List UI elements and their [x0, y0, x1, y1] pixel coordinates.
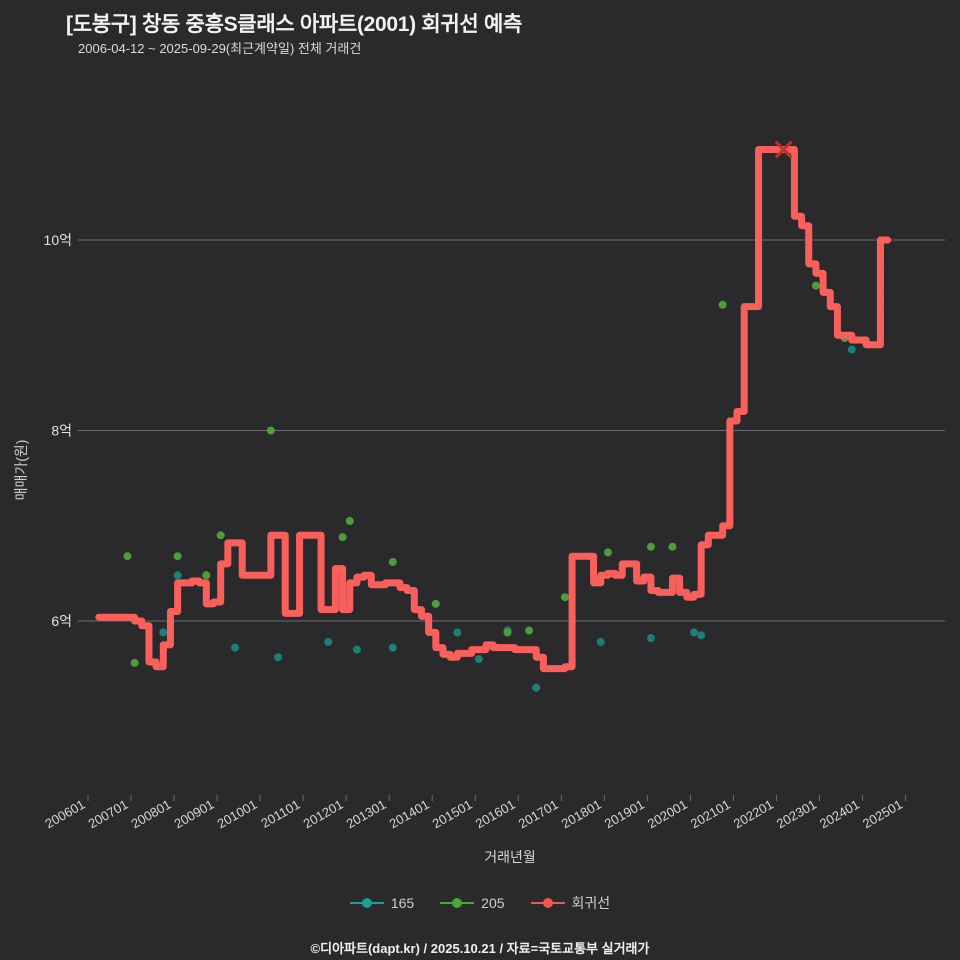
y-axis-title: 매매가(원): [13, 440, 29, 501]
scatter-point: [388, 643, 397, 652]
x-axis-title: 거래년월: [484, 849, 536, 865]
scatter-point: [811, 281, 820, 290]
scatter-point: [274, 653, 283, 662]
scatter-series-165: [159, 345, 856, 692]
legend-label-regression: 회귀선: [571, 895, 611, 911]
legend-item-205[interactable]: 205: [440, 895, 505, 911]
scatter-point: [603, 548, 612, 557]
scatter-point: [216, 531, 225, 540]
legend-swatch-regression-icon: [530, 897, 565, 909]
gridlines: [88, 239, 945, 622]
scatter-point: [718, 300, 727, 309]
x-tick-label: 200601: [42, 797, 87, 832]
x-tick-label: 202201: [731, 797, 776, 832]
chart-legend: 165 205 회귀선: [0, 893, 960, 913]
scatter-point: [130, 658, 139, 667]
legend-label-205: 205: [481, 895, 505, 911]
x-tick-label: 201601: [473, 797, 518, 832]
scatter-point: [668, 542, 677, 551]
x-tick-label: 201501: [430, 797, 475, 832]
scatter-point: [503, 626, 512, 635]
scatter-point: [338, 533, 347, 542]
legend-item-165[interactable]: 165: [349, 895, 415, 911]
scatter-point: [159, 628, 168, 637]
x-tick-label: 201301: [344, 797, 389, 832]
x-tick-label: 201401: [387, 797, 432, 832]
scatter-point: [646, 542, 655, 551]
legend-swatch-165-icon: [349, 897, 384, 909]
x-tick-label: 202001: [645, 797, 690, 832]
scatter-point: [532, 683, 541, 692]
scatter-point: [345, 516, 354, 525]
scatter-point: [266, 426, 275, 435]
x-tick-label: 201001: [215, 797, 260, 832]
scatter-point: [431, 599, 440, 608]
x-tick-label: 200701: [85, 797, 130, 832]
page-subtitle: 2006-04-12 ~ 2025-09-29(최근계약일) 전체 거래건: [78, 41, 362, 56]
scatter-point: [503, 628, 512, 637]
x-tick-label: 202501: [860, 797, 905, 832]
x-tick-label: 201201: [301, 797, 346, 832]
page-title: [도봉구] 창동 중흥S클래스 아파트(2001) 회귀선 예측: [66, 13, 523, 36]
y-tick-label: 8억: [51, 423, 72, 439]
x-axis-ticks: 2006012007012008012009012010012011012012…: [42, 795, 907, 832]
scatter-point: [352, 645, 361, 654]
x-tick-label: 201701: [516, 797, 561, 832]
peak-marker-x-icon: [775, 141, 793, 159]
chart-annotations: [775, 141, 793, 159]
scatter-point: [560, 593, 569, 602]
scatter-point: [596, 637, 605, 646]
scatter-point: [847, 345, 856, 354]
scatter-point: [324, 637, 333, 646]
scatter-point: [689, 628, 698, 637]
legend-swatch-205-icon: [440, 897, 475, 909]
scatter-series-205: [123, 281, 849, 667]
x-tick-label: 202401: [817, 797, 862, 832]
scatter-point: [173, 571, 182, 580]
x-tick-label: 202301: [774, 797, 819, 832]
scatter-point: [202, 571, 211, 580]
scatter-point: [646, 634, 655, 643]
scatter-point: [525, 626, 534, 635]
x-tick-label: 200901: [172, 797, 217, 832]
scatter-point: [388, 557, 397, 566]
peak-marker-x-icon: [775, 141, 793, 159]
scatter-point: [123, 552, 132, 561]
y-tick-label: 10억: [44, 232, 72, 248]
footer-credit: ©디아파트(dapt.kr) / 2025.10.21 / 자료=국토교통부 실…: [310, 941, 650, 956]
scatter-point: [231, 643, 240, 652]
scatter-point: [453, 628, 462, 637]
regression-path: [95, 146, 892, 673]
scatter-point: [173, 552, 182, 561]
x-tick-label: 201801: [559, 797, 604, 832]
regression-line: [95, 146, 892, 673]
y-axis-ticks: 10억 8억 6억: [44, 232, 88, 629]
x-tick-label: 201901: [602, 797, 647, 832]
x-tick-label: 200801: [128, 797, 173, 832]
scatter-point: [474, 655, 483, 664]
x-tick-label: 201101: [258, 797, 302, 831]
scatter-point: [697, 631, 706, 640]
legend-item-regression[interactable]: 회귀선: [530, 893, 611, 913]
x-tick-label: 202101: [688, 797, 733, 832]
scatter-point: [840, 334, 849, 343]
y-tick-label: 6억: [51, 613, 72, 629]
legend-label-165: 165: [390, 895, 415, 911]
